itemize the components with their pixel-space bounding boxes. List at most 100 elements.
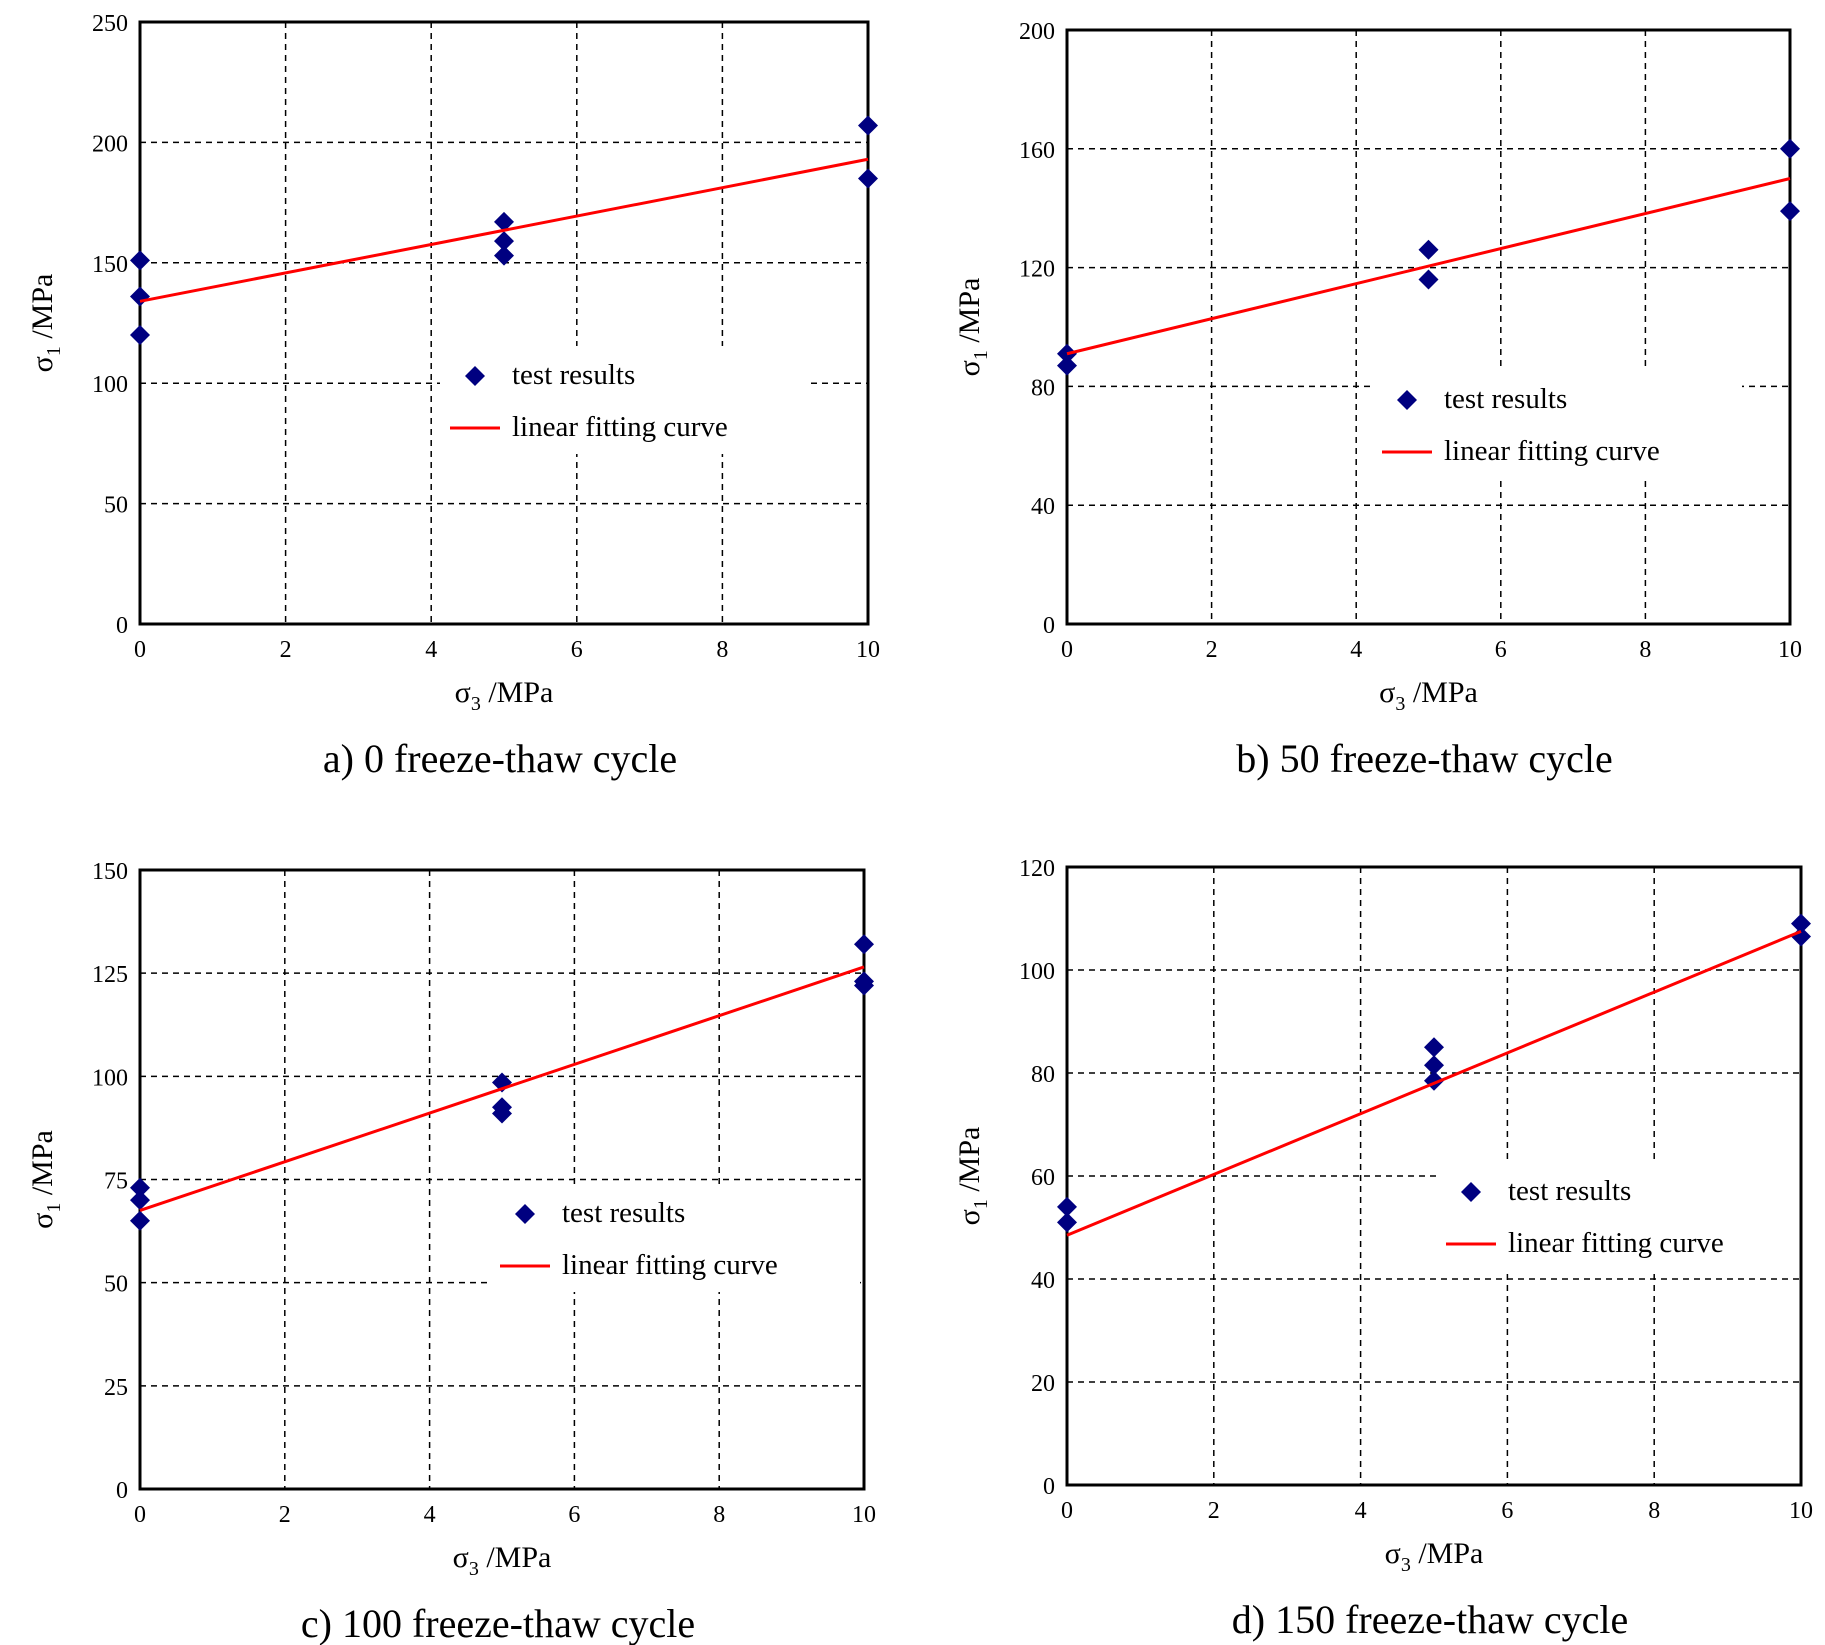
data-point bbox=[854, 975, 874, 996]
x-tick-label: 0 bbox=[134, 1502, 146, 1528]
x-tick-label: 6 bbox=[1495, 637, 1507, 663]
x-tick-label: 2 bbox=[280, 637, 292, 663]
x-tick-label: 4 bbox=[1355, 1498, 1367, 1524]
y-tick-label: 100 bbox=[1019, 959, 1055, 985]
x-tick-label: 10 bbox=[1789, 1498, 1813, 1524]
x-tick-label: 2 bbox=[279, 1502, 291, 1528]
x-tick-label: 6 bbox=[568, 1502, 580, 1528]
data-point bbox=[494, 231, 514, 252]
y-tick-label: 250 bbox=[92, 11, 128, 37]
x-tick-label: 6 bbox=[571, 637, 583, 663]
y-tick-label: 0 bbox=[1043, 613, 1055, 639]
x-tick-label: 10 bbox=[1778, 637, 1802, 663]
panel-caption: b) 50 freeze-thaw cycle bbox=[1236, 736, 1612, 781]
y-tick-label: 200 bbox=[92, 131, 128, 157]
data-point bbox=[130, 286, 150, 307]
y-tick-label: 0 bbox=[116, 1478, 128, 1504]
data-point bbox=[1418, 239, 1439, 260]
data-point bbox=[494, 211, 514, 232]
data-point bbox=[130, 1177, 150, 1198]
y-tick-label: 60 bbox=[1031, 1165, 1055, 1191]
y-tick-label: 160 bbox=[1019, 138, 1055, 164]
x-tick-label: 10 bbox=[856, 637, 880, 663]
y-tick-label: 200 bbox=[1019, 19, 1055, 45]
legend-label: test results bbox=[1508, 1175, 1631, 1207]
y-tick-label: 80 bbox=[1031, 1062, 1055, 1088]
data-point bbox=[130, 1210, 150, 1231]
plot-frame bbox=[1065, 865, 1803, 1487]
y-tick-label: 50 bbox=[104, 1272, 128, 1298]
y-axis-label: σ1 /MPa bbox=[26, 274, 65, 373]
data-point bbox=[1424, 1037, 1444, 1058]
data-point bbox=[1780, 201, 1800, 222]
panel-caption: c) 100 freeze-thaw cycle bbox=[301, 1601, 695, 1645]
y-axis-label: σ1 /MPa bbox=[953, 278, 992, 377]
data-point bbox=[1791, 913, 1811, 934]
plot-frame bbox=[1065, 28, 1792, 626]
x-tick-label: 0 bbox=[1061, 1498, 1073, 1524]
data-point bbox=[854, 934, 874, 955]
data-point bbox=[1057, 355, 1077, 376]
y-tick-label: 40 bbox=[1031, 1268, 1055, 1294]
y-tick-label: 150 bbox=[92, 252, 128, 278]
x-tick-label: 8 bbox=[1648, 1498, 1660, 1524]
y-tick-label: 0 bbox=[116, 613, 128, 639]
x-tick-label: 6 bbox=[1501, 1498, 1513, 1524]
legend-label: test results bbox=[512, 359, 635, 391]
data-point bbox=[1418, 269, 1439, 290]
data-point bbox=[494, 245, 514, 266]
legend-label: test results bbox=[562, 1197, 685, 1229]
x-axis-label: σ3 /MPa bbox=[455, 676, 554, 715]
legend-background bbox=[490, 1184, 860, 1292]
legend-background bbox=[1372, 370, 1742, 478]
x-axis-label: σ3 /MPa bbox=[453, 1541, 552, 1580]
legend-label: linear fitting curve bbox=[1444, 435, 1660, 467]
y-tick-label: 20 bbox=[1031, 1371, 1055, 1397]
plot-frame bbox=[138, 868, 866, 1491]
y-tick-label: 150 bbox=[92, 859, 128, 885]
data-point bbox=[858, 115, 878, 136]
linear-fitting-line bbox=[139, 157, 869, 303]
y-axis-label: σ1 /MPa bbox=[26, 1130, 65, 1229]
panel-caption: d) 150 freeze-thaw cycle bbox=[1232, 1597, 1628, 1642]
legend-marker-swatch bbox=[515, 1204, 535, 1224]
data-point bbox=[1057, 1212, 1077, 1233]
y-tick-label: 50 bbox=[104, 493, 128, 519]
chart-panel-2: 0 2 4 6 8 10 0 40 80 120 160 200 σ3 /MPa σ1 /MPa b) 50… bbox=[953, 19, 1802, 781]
legend-label: linear fitting curve bbox=[1508, 1227, 1724, 1259]
y-tick-label: 125 bbox=[92, 962, 128, 988]
y-tick-label: 80 bbox=[1031, 375, 1055, 401]
y-tick-label: 75 bbox=[104, 1169, 128, 1195]
x-tick-label: 10 bbox=[852, 1502, 876, 1528]
y-tick-label: 120 bbox=[1019, 856, 1055, 882]
data-point bbox=[1424, 1055, 1444, 1076]
linear-fitting-line bbox=[1066, 929, 1802, 1237]
y-tick-label: 0 bbox=[1043, 1474, 1055, 1500]
x-tick-label: 8 bbox=[716, 637, 728, 663]
x-tick-label: 8 bbox=[1639, 637, 1651, 663]
y-axis-label: σ1 /MPa bbox=[953, 1127, 992, 1226]
data-point bbox=[130, 250, 150, 271]
plot-frame bbox=[138, 20, 870, 626]
y-tick-label: 100 bbox=[92, 1065, 128, 1091]
x-axis-label: σ3 /MPa bbox=[1385, 1537, 1484, 1576]
x-tick-label: 4 bbox=[425, 637, 437, 663]
x-tick-label: 4 bbox=[1350, 637, 1362, 663]
data-point bbox=[858, 168, 878, 189]
x-tick-label: 0 bbox=[1061, 637, 1073, 663]
x-tick-label: 4 bbox=[424, 1502, 436, 1528]
x-tick-label: 8 bbox=[713, 1502, 725, 1528]
x-axis-label: σ3 /MPa bbox=[1379, 676, 1478, 715]
panel-caption: a) 0 freeze-thaw cycle bbox=[323, 736, 677, 781]
legend-marker-swatch bbox=[1461, 1182, 1481, 1202]
y-tick-label: 40 bbox=[1031, 494, 1055, 520]
data-point bbox=[130, 1190, 150, 1211]
linear-fitting-line bbox=[139, 965, 865, 1212]
legend-marker-swatch bbox=[465, 366, 485, 386]
y-tick-label: 100 bbox=[92, 372, 128, 398]
x-tick-label: 0 bbox=[134, 637, 146, 663]
